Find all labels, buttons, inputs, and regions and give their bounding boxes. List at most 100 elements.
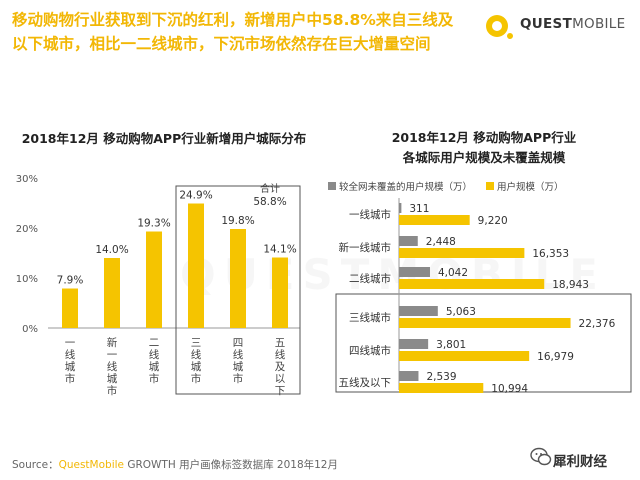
legend-label-uncovered: 较全网未覆盖的用户规模（万） — [339, 181, 472, 193]
legend-swatch-gray — [328, 182, 336, 190]
x-category-char: 线 — [275, 348, 286, 361]
x-category-char: 一 — [107, 349, 118, 361]
lower-tier-highlight-box — [335, 293, 632, 393]
right-chart-title-line-2: 各城际用户规模及未覆盖规模 — [402, 150, 566, 165]
y-category-label: 四线城市 — [349, 344, 391, 357]
bar-uncovered — [399, 236, 418, 246]
x-category-char: 线 — [233, 348, 244, 361]
x-category-char: 线 — [65, 348, 76, 361]
x-category-char: 下 — [275, 385, 286, 397]
x-category-char: 及 — [275, 361, 286, 373]
bar-users — [399, 279, 545, 289]
bar-uncovered-label: 311 — [409, 203, 429, 215]
x-category-label: 三线城市 — [191, 337, 202, 385]
wechat-icon — [530, 447, 552, 466]
lower-tier-highlight-box — [175, 185, 301, 395]
x-category-char: 三 — [191, 337, 202, 349]
bar-users-label: 10,994 — [491, 383, 528, 395]
bar-users-label: 16,353 — [532, 248, 569, 260]
x-category-char: 新 — [107, 336, 118, 349]
y-tick-label: 30% — [16, 174, 38, 185]
x-category-label: 五线及以下 — [275, 337, 286, 397]
wechat-account-name: 犀利财经 — [553, 454, 607, 470]
left-chart-title: 2018年12月 移动购物APP行业新增用户城际分布 — [21, 131, 307, 146]
x-category-char: 线 — [191, 348, 202, 361]
y-category-label: 一线城市 — [349, 208, 391, 221]
bar-uncovered — [399, 267, 430, 277]
bar-value-label: 19.8% — [221, 215, 254, 227]
left-bar-chart: 0%10%20%30%7.9%一线城市14.0%新一线城市19.3%二线城市24… — [16, 174, 301, 397]
x-category-char: 市 — [107, 384, 118, 397]
x-category-char: 城 — [233, 361, 244, 373]
x-category-label: 新一线城市 — [107, 336, 118, 397]
bar-uncovered — [399, 371, 419, 381]
bar-users — [399, 318, 571, 328]
x-category-char: 城 — [65, 361, 76, 373]
bar-uncovered-label: 5,063 — [446, 306, 476, 318]
y-category-label: 新一线城市 — [339, 241, 392, 254]
right-bar-chart: 较全网未覆盖的用户规模（万） 用户规模（万） 一线城市 311 9,220 新一线城市 2,… — [328, 181, 632, 395]
bar-uncovered-label: 2,539 — [426, 371, 456, 383]
right-chart-title: 2018年12月 移动购物APP行业 各城际用户规模及未覆盖规模 — [336, 128, 632, 168]
y-category-label: 五线及以下 — [339, 376, 392, 389]
bar-value-label: 19.3% — [137, 218, 170, 230]
x-category-char: 城 — [191, 361, 202, 373]
headline: 移动购物行业获取到下沉的红利，新增用户中58.8%来自三线及 以下城市，相比一二… — [12, 8, 462, 56]
x-category-label: 四线城市 — [233, 337, 244, 385]
bar-value-label: 14.1% — [263, 244, 296, 256]
brand-name-rest: MOBILE — [572, 16, 626, 32]
brand-name: QUESTMOBILE — [520, 16, 625, 32]
bar — [146, 231, 162, 328]
x-category-char: 五 — [275, 337, 286, 349]
source-suffix: GROWTH 用户画像标签数据库 2018年12月 — [127, 459, 338, 471]
y-tick-label: 0% — [22, 324, 38, 335]
bar-users — [399, 215, 470, 225]
x-category-char: 城 — [107, 373, 118, 385]
x-category-char: 四 — [233, 337, 244, 349]
bar-users — [399, 351, 530, 361]
x-category-char: 市 — [65, 372, 76, 385]
bar-uncovered — [399, 306, 438, 316]
bar-users-label: 22,376 — [579, 318, 616, 330]
bar — [104, 258, 120, 328]
total-annotation-value: 58.8% — [253, 196, 286, 208]
x-category-char: 二 — [149, 337, 160, 349]
y-tick-label: 10% — [16, 274, 38, 285]
x-category-char: 市 — [233, 372, 244, 385]
questmobile-logo-icon — [486, 15, 513, 39]
bar-value-label: 7.9% — [57, 275, 84, 287]
bar — [230, 229, 246, 328]
x-category-char: 市 — [149, 372, 160, 385]
x-category-label: 二线城市 — [149, 337, 160, 385]
bar-users — [399, 383, 484, 393]
x-category-char: 市 — [191, 372, 202, 385]
x-category-label: 一线城市 — [65, 337, 76, 385]
right-chart-title-line-1: 2018年12月 移动购物APP行业 — [391, 130, 577, 145]
legend-swatch-yellow — [486, 182, 494, 190]
total-annotation-label: 合计 — [260, 182, 280, 195]
x-category-char: 线 — [107, 360, 118, 373]
bar-value-label: 24.9% — [179, 190, 212, 202]
bar-users-label: 9,220 — [478, 215, 508, 227]
y-category-label: 二线城市 — [349, 272, 391, 285]
legend-label-users: 用户规模（万） — [497, 181, 564, 193]
x-category-char: 线 — [149, 348, 160, 361]
bar-users-label: 18,943 — [552, 279, 589, 291]
source-note: Source：QuestMobile GROWTH 用户画像标签数据库 2018… — [12, 457, 338, 472]
bar-uncovered-label: 4,042 — [438, 267, 468, 279]
bar-uncovered — [399, 203, 402, 213]
y-tick-label: 20% — [16, 224, 38, 235]
bar — [272, 257, 288, 328]
source-prefix: Source： — [12, 459, 59, 471]
bar-users — [399, 248, 525, 258]
x-category-char: 以 — [275, 373, 286, 385]
bar-uncovered — [399, 339, 429, 349]
x-category-char: 城 — [149, 361, 160, 373]
x-category-char: 一 — [65, 337, 76, 349]
y-category-label: 三线城市 — [349, 311, 391, 324]
brand-name-bold: QUEST — [520, 16, 573, 32]
bar-users-label: 16,979 — [537, 351, 574, 363]
bar-value-label: 14.0% — [95, 244, 128, 256]
headline-line-1: 移动购物行业获取到下沉的红利，新增用户中58.8%来自三线及 — [12, 11, 454, 29]
bar — [62, 288, 78, 328]
